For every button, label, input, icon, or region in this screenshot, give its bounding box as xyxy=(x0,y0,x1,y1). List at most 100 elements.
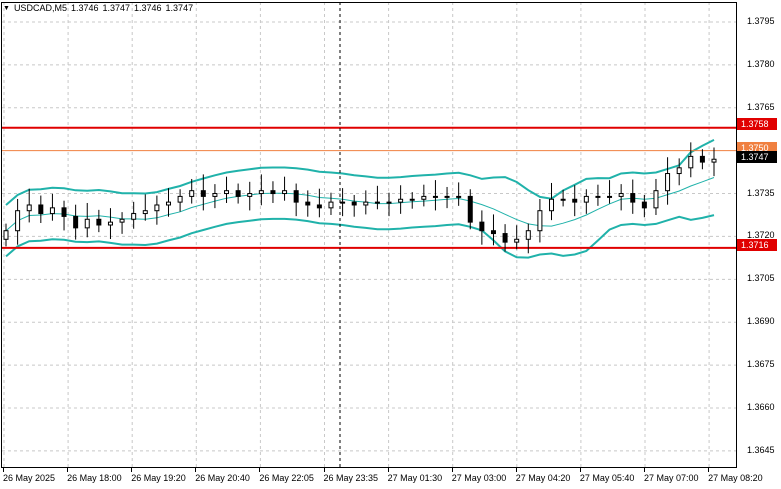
time-axis-label: 26 May 22:05 xyxy=(259,473,314,483)
candle-body xyxy=(595,195,601,198)
candle-body xyxy=(212,193,218,197)
price-axis-tick-label: 1.3720 xyxy=(747,230,775,241)
candle-body xyxy=(38,204,44,215)
time-axis-tick xyxy=(131,468,133,472)
time-axis-tick xyxy=(387,468,389,472)
candle-body xyxy=(73,215,79,229)
candle-body xyxy=(456,195,462,198)
candle-body xyxy=(421,195,427,200)
time-axis-label: 27 May 01:30 xyxy=(387,473,443,483)
candle-body xyxy=(247,193,253,197)
candle-body xyxy=(641,201,647,209)
low-price: 1.3746 xyxy=(134,3,162,13)
candle-body xyxy=(270,190,276,195)
candle-body xyxy=(96,218,102,226)
candle-body xyxy=(688,155,694,169)
time-axis-tick xyxy=(195,468,197,472)
candle-body xyxy=(583,195,589,203)
candle-body xyxy=(386,201,392,204)
grid xyxy=(2,2,736,468)
price-axis-tick-label: 1.3735 xyxy=(747,187,775,198)
price-levels xyxy=(2,126,736,249)
candle-body xyxy=(502,233,508,243)
time-axis-tick xyxy=(708,468,710,472)
price-axis-tick-label: 1.3765 xyxy=(747,101,775,112)
price-axis-tick-label: 1.3690 xyxy=(747,316,775,327)
candle-body xyxy=(305,201,311,206)
candle-body xyxy=(665,173,671,192)
candle-body xyxy=(200,190,206,197)
candle-body xyxy=(514,238,520,243)
price-axis-tick-label: 1.3705 xyxy=(747,273,775,284)
candle-body xyxy=(15,210,21,232)
time-axis-tick xyxy=(579,468,581,472)
candle-body xyxy=(316,204,322,209)
candle-body xyxy=(444,195,450,198)
candle-body xyxy=(142,210,148,215)
time-axis-label: 27 May 05:40 xyxy=(579,473,635,483)
candle-body xyxy=(560,198,566,201)
candle-body xyxy=(432,195,438,198)
candle-body xyxy=(409,198,415,201)
candle-body xyxy=(374,201,380,204)
candle-body xyxy=(177,195,183,203)
candle-body xyxy=(258,190,264,195)
candle-body xyxy=(490,230,496,235)
time-axis-tick xyxy=(644,468,645,472)
time-axis-tick xyxy=(259,468,261,472)
chart-title: ▼ USDCAD,M5 1.3746 1.3747 1.3746 1.3747 xyxy=(3,3,193,13)
candle-body xyxy=(293,190,299,203)
price-axis-tick-label: 1.3780 xyxy=(747,58,775,69)
candles xyxy=(3,142,717,254)
time-axis-tick xyxy=(67,468,69,472)
candle-body xyxy=(630,193,636,203)
candle-body xyxy=(537,210,543,232)
candle-body xyxy=(340,201,346,204)
candle-body xyxy=(84,218,90,229)
time-axis-tick xyxy=(515,468,517,472)
time-axis-tick xyxy=(451,468,453,472)
candle-body xyxy=(676,167,682,175)
price-axis-tick-label: 1.3645 xyxy=(747,444,775,455)
symbol-timeframe: USDCAD,M5 xyxy=(13,3,67,13)
candle-body xyxy=(549,198,555,212)
time-axis-tick xyxy=(3,468,4,472)
candle-body xyxy=(61,207,67,217)
time-axis-label: 27 May 08:20 xyxy=(708,473,763,483)
bollinger-bands xyxy=(5,139,715,259)
plot-border xyxy=(1,2,737,468)
triangle-down-icon[interactable]: ▼ xyxy=(3,4,10,12)
close-price: 1.3747 xyxy=(165,3,194,13)
candle-body xyxy=(3,230,9,240)
time-axis-label: 26 May 2025 xyxy=(3,473,56,483)
candle-body xyxy=(154,204,160,212)
candle-body xyxy=(618,193,624,197)
time-axis-label: 27 May 03:00 xyxy=(451,473,507,483)
candle-body xyxy=(653,190,659,209)
candle-body xyxy=(699,155,705,163)
price-axis-tick-label: 1.3795 xyxy=(747,16,775,26)
candle-body xyxy=(711,158,717,163)
candle-body xyxy=(119,218,125,223)
time-axis-label: 27 May 04:20 xyxy=(515,473,571,483)
upper-band xyxy=(5,139,715,206)
support-level-label: 1.3716 xyxy=(737,239,777,251)
candle-body xyxy=(224,190,230,195)
time-axis-tick xyxy=(323,468,325,472)
candle-body xyxy=(49,207,55,215)
candle-body xyxy=(467,195,473,223)
candle-body xyxy=(363,201,369,206)
lower-band xyxy=(5,214,715,259)
candle-body xyxy=(572,198,578,203)
resistance-level-label: 1.3758 xyxy=(737,118,777,130)
time-axis-label: 26 May 20:40 xyxy=(195,473,250,483)
time-axis-label: 26 May 18:00 xyxy=(67,473,122,483)
price-axis-tick-label: 1.3675 xyxy=(747,359,775,370)
candle-body xyxy=(351,201,357,206)
price-axis-tick-label: 1.3660 xyxy=(747,401,775,412)
candle-body xyxy=(398,198,404,203)
candle-body xyxy=(328,201,334,209)
current-price-label: 1.3747 xyxy=(737,151,777,163)
